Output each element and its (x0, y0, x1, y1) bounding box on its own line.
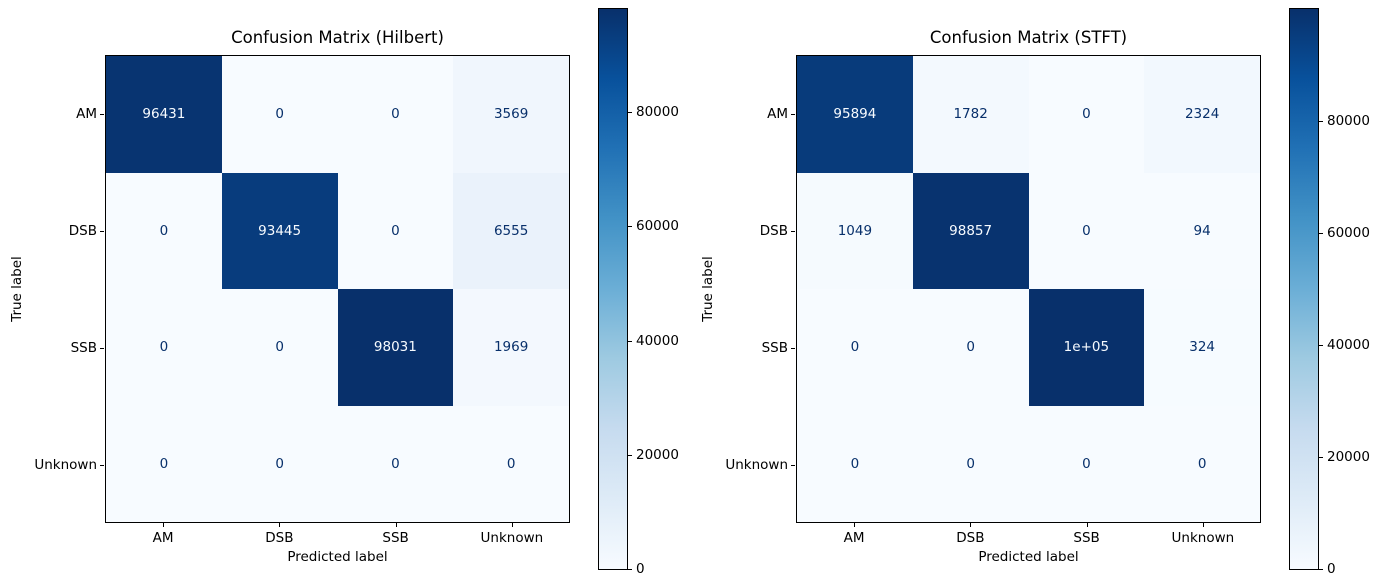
x-tick-label-DSB: DSB (265, 530, 294, 546)
y-tick-label-Unknown: Unknown (34, 456, 97, 473)
x-tick-label-DSB: DSB (956, 530, 985, 546)
cell-DSB-DSB: 93445 (221, 172, 338, 289)
y-tick-mark (100, 113, 104, 115)
cell-Unknown-SSB: 0 (337, 405, 454, 522)
y-tick-mark (100, 464, 104, 466)
colorbar-tick-label-60000: 60000 (636, 218, 679, 235)
cell-SSB-AM: 0 (797, 289, 913, 406)
cell-DSB-Unknown: 94 (1144, 172, 1260, 289)
cell-DSB-SSB: 0 (337, 172, 454, 289)
hilbert-panel: Confusion Matrix (Hilbert) 96431 0 0 3569 0 9… (0, 0, 690, 588)
x-tick-label-AM: AM (843, 530, 865, 546)
colorbar-tick-mark (1319, 345, 1323, 346)
y-tick-label-Unknown: Unknown (725, 456, 788, 473)
x-tick-mark (970, 523, 972, 527)
x-tick-label-AM: AM (152, 530, 174, 546)
cell-DSB-Unknown: 6555 (453, 172, 569, 289)
heatmap-axes: 96431 0 0 3569 0 93445 0 6555 0 0 98031 1969 0 0 0 0 (105, 55, 570, 523)
colorbar-tick-mark (628, 112, 632, 113)
y-axis-label: True label (9, 256, 25, 322)
colorbar-tick-label-40000: 40000 (1327, 337, 1370, 353)
colorbar (1289, 8, 1319, 570)
cell-AM-AM: 95894 (797, 56, 913, 173)
cell-Unknown-SSB: 0 (1028, 405, 1145, 522)
x-tick-mark (1086, 523, 1088, 527)
colorbar-tick-mark (1319, 233, 1323, 234)
heatmap-cells: 95894 1782 0 2324 1049 98857 0 94 0 0 1e+05 324 0 0 0 0 (797, 56, 1260, 522)
colorbar-tick-label-0: 0 (636, 561, 645, 577)
cell-DSB-DSB: 98857 (912, 172, 1029, 289)
cell-AM-Unknown: 2324 (1144, 56, 1260, 173)
cell-Unknown-DSB: 0 (912, 405, 1029, 522)
x-tick-mark (395, 523, 397, 527)
cell-DSB-SSB: 0 (1028, 172, 1145, 289)
y-axis-label: True label (700, 256, 716, 322)
x-tick-label-SSB: SSB (1073, 530, 1100, 546)
y-tick-mark (791, 347, 795, 349)
y-tick-label-AM: AM (76, 105, 97, 122)
colorbar-tick-label-80000: 80000 (636, 104, 679, 120)
colorbar (598, 8, 628, 570)
x-tick-mark (511, 523, 513, 527)
cell-SSB-DSB: 0 (912, 289, 1029, 406)
cell-DSB-AM: 1049 (797, 172, 913, 289)
cell-SSB-Unknown: 1969 (453, 289, 569, 406)
colorbar-tick-mark (628, 569, 632, 570)
y-tick-label-SSB: SSB (70, 339, 97, 356)
x-tick-label-Unknown: Unknown (1171, 530, 1235, 546)
y-tick-label-SSB: SSB (761, 339, 788, 356)
colorbar-tick-label-20000: 20000 (1327, 449, 1370, 465)
colorbar-tick-label-80000: 80000 (1327, 113, 1370, 129)
y-tick-mark (791, 464, 795, 466)
chart-title: Confusion Matrix (Hilbert) (231, 28, 444, 47)
cell-SSB-DSB: 0 (221, 289, 338, 406)
y-tick-label-DSB: DSB (68, 222, 97, 239)
cell-AM-DSB: 0 (221, 56, 338, 173)
cell-Unknown-Unknown: 0 (1144, 405, 1260, 522)
x-tick-mark (163, 523, 165, 527)
y-tick-mark (791, 113, 795, 115)
colorbar-tick-label-40000: 40000 (636, 332, 679, 349)
cell-AM-AM: 96431 (106, 56, 222, 173)
colorbar-tick-label-0: 0 (1327, 561, 1336, 577)
colorbar-tick-mark (628, 226, 632, 228)
heatmap-axes: 95894 1782 0 2324 1049 98857 0 94 0 0 1e+05 324 0 0 0 0 (796, 55, 1261, 523)
x-tick-label-Unknown: Unknown (480, 530, 544, 546)
y-tick-label-AM: AM (767, 105, 788, 122)
colorbar-tick-label-60000: 60000 (1327, 225, 1370, 241)
cell-SSB-SSB: 98031 (337, 289, 454, 406)
x-tick-mark (279, 523, 281, 527)
y-tick-mark (100, 230, 104, 232)
colorbar-tick-label-20000: 20000 (636, 446, 679, 463)
colorbar-tick-mark (628, 454, 632, 456)
x-tick-mark (1202, 523, 1204, 527)
y-tick-mark (791, 230, 795, 232)
cell-Unknown-Unknown: 0 (453, 405, 569, 522)
cell-SSB-AM: 0 (106, 289, 222, 406)
cell-AM-SSB: 0 (337, 56, 454, 173)
cell-AM-DSB: 1782 (912, 56, 1029, 173)
cell-Unknown-AM: 0 (797, 405, 913, 522)
chart-title: Confusion Matrix (STFT) (929, 28, 1128, 47)
cell-Unknown-DSB: 0 (221, 405, 338, 522)
colorbar-tick-mark (1319, 457, 1323, 458)
colorbar-tick-mark (1319, 121, 1323, 122)
colorbar-tick-mark (1319, 569, 1323, 570)
colorbar-tick-mark (628, 340, 632, 342)
x-tick-mark (854, 523, 856, 527)
stft-panel: Confusion Matrix (STFT) 95894 1782 0 2324 10… (691, 0, 1381, 588)
y-tick-mark (100, 347, 104, 349)
x-axis-label: Predicted label (287, 549, 388, 565)
cell-SSB-Unknown: 324 (1144, 289, 1260, 406)
cell-SSB-SSB: 1e+05 (1028, 289, 1145, 406)
cell-DSB-AM: 0 (106, 172, 222, 289)
cell-Unknown-AM: 0 (106, 405, 222, 522)
cell-AM-SSB: 0 (1028, 56, 1145, 173)
y-tick-label-DSB: DSB (759, 222, 788, 239)
heatmap-cells: 96431 0 0 3569 0 93445 0 6555 0 0 98031 1969 0 0 0 0 (106, 56, 569, 522)
x-axis-label: Predicted label (978, 549, 1079, 565)
x-tick-label-SSB: SSB (382, 530, 409, 546)
cell-AM-Unknown: 3569 (453, 56, 569, 173)
